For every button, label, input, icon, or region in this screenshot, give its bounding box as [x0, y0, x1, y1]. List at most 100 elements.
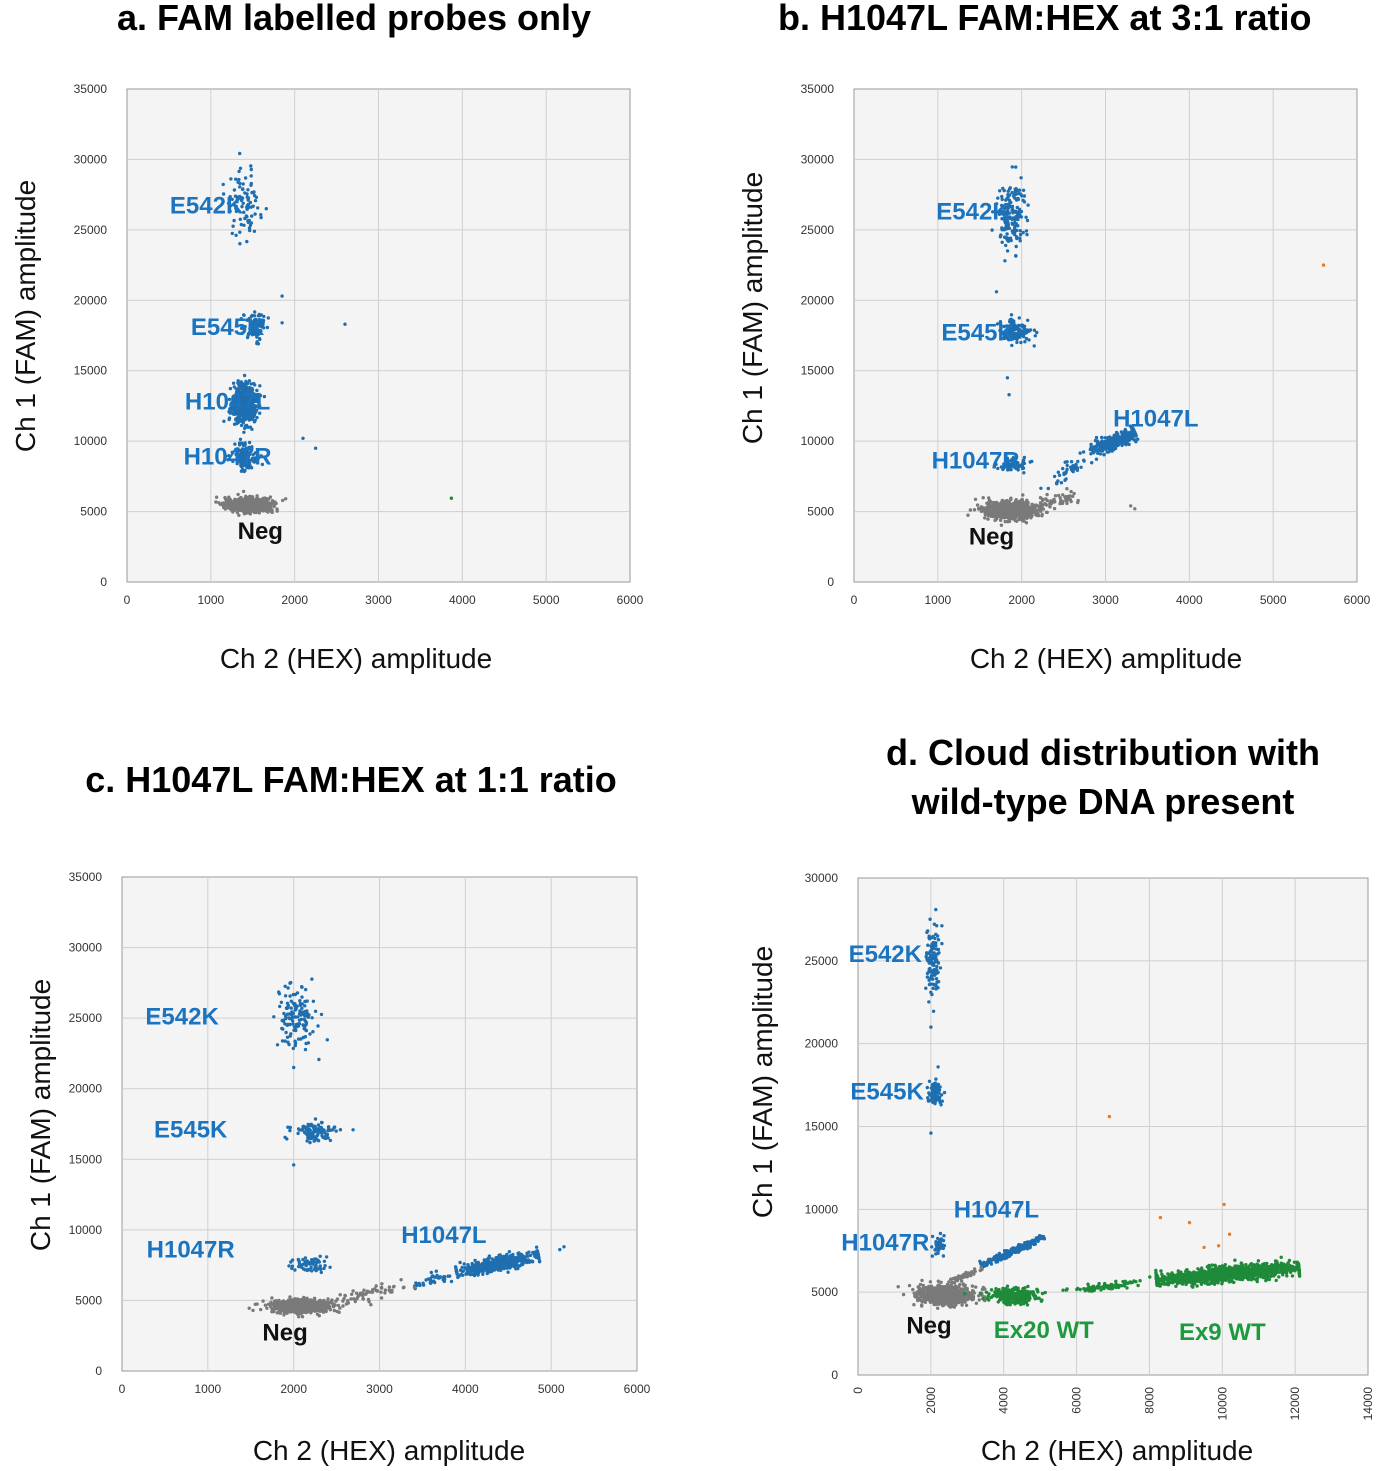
panel-b-xtick: 2000 — [1008, 593, 1035, 607]
panel-d-ytick: 15000 — [805, 1120, 839, 1134]
droplet-neg — [250, 496, 254, 501]
panel-c-cluster-label: H1047R — [147, 1236, 235, 1263]
panel-a-xtick: 6000 — [617, 593, 644, 607]
droplet-h1047l — [253, 418, 257, 423]
droplet-neg — [987, 496, 991, 500]
droplet-neg — [1040, 514, 1044, 518]
droplet-h1047l — [517, 1253, 522, 1258]
droplet-e545k — [1035, 330, 1039, 335]
droplet-neg — [298, 1310, 302, 1314]
panel-d-xtick: 12000 — [1288, 1387, 1302, 1421]
panel-d-xtick: 10000 — [1215, 1387, 1229, 1421]
droplet-h1047l-tail — [449, 1279, 454, 1284]
droplet-h1047l — [1105, 450, 1110, 454]
droplet-neg — [1045, 498, 1049, 503]
droplet-h1047r — [306, 1261, 310, 1266]
droplet-neg — [281, 1304, 285, 1309]
droplet-e542k — [241, 201, 245, 205]
droplet-e542k — [254, 195, 259, 199]
droplet-e542k — [288, 1022, 292, 1027]
droplet-h1047l — [1106, 435, 1110, 440]
panel-c-ytick: 35000 — [69, 870, 103, 884]
droplet-e542k — [1007, 187, 1012, 191]
droplet-neg-tail — [361, 1293, 365, 1297]
droplet-e542k — [291, 1022, 295, 1026]
droplet-e542k — [1024, 215, 1028, 219]
droplet-neg — [236, 492, 240, 497]
droplet-h1047l-tail — [1061, 466, 1065, 471]
droplet-neg — [1032, 508, 1036, 512]
droplet-e542k — [298, 999, 302, 1003]
droplet-neg — [255, 505, 260, 510]
droplet-e542k — [237, 177, 241, 182]
droplet-h1047l-tail — [1091, 450, 1095, 454]
droplet-h1047l — [1100, 449, 1104, 453]
droplet-h1047l-tail — [1088, 447, 1093, 452]
droplet-neg — [223, 495, 227, 500]
panel-d-xtick: 2000 — [924, 1387, 938, 1414]
droplet-h1047l — [222, 419, 226, 423]
droplet-neg — [262, 505, 267, 509]
droplet-e545k — [334, 1129, 338, 1133]
panel-b-x-axis-label: Ch 2 (HEX) amplitude — [970, 643, 1242, 674]
droplet-neg — [997, 513, 1001, 517]
droplet-e542k — [238, 151, 242, 156]
droplet-neg — [1032, 505, 1036, 509]
droplet-neg — [326, 1297, 330, 1301]
droplet-h1047l — [505, 1263, 509, 1267]
droplet-neg — [271, 1302, 276, 1306]
droplet-neg — [241, 489, 246, 494]
panel-b-ytick: 25000 — [801, 223, 835, 237]
droplet-h1047l — [1134, 440, 1138, 444]
droplet-neg — [222, 501, 226, 505]
droplet-neg-tail — [1048, 505, 1052, 509]
panel-c-ytick: 0 — [95, 1364, 102, 1378]
droplet-neg — [218, 502, 222, 507]
droplet-h1047r — [1021, 461, 1025, 465]
droplet-e545k — [297, 1128, 301, 1132]
droplet-h1047l — [490, 1257, 494, 1261]
panel-b-xtick: 6000 — [1344, 593, 1371, 607]
droplet-h1047l-tail — [1063, 478, 1067, 482]
droplet-e542k — [237, 169, 241, 174]
droplet-neg — [972, 508, 977, 512]
droplet-h1047l-tail — [421, 1283, 426, 1287]
droplet-neg — [309, 1309, 314, 1314]
droplet-e545k — [313, 1117, 318, 1121]
droplet-neg — [991, 513, 996, 518]
droplet-e545k — [303, 1131, 307, 1135]
droplet-neg — [1011, 514, 1015, 518]
droplet-h1047l — [537, 1259, 542, 1263]
droplet-e542k — [241, 182, 245, 186]
droplet-h1047l-tail — [429, 1281, 433, 1286]
panel-a-xtick: 4000 — [449, 593, 476, 607]
droplet-neg-tail — [338, 1293, 342, 1297]
droplet-e545k — [262, 326, 266, 330]
droplet-h1047l-tail — [1090, 461, 1094, 465]
panel-d-ytick: 25000 — [805, 954, 839, 968]
droplet-e542k — [298, 1009, 302, 1013]
droplet-h1047l — [520, 1262, 525, 1267]
droplet-e542k — [283, 1022, 287, 1026]
droplet-h1047l — [498, 1259, 503, 1263]
droplet-neg — [1040, 506, 1044, 510]
panel-a-xtick: 1000 — [197, 593, 224, 607]
droplet-e542k — [282, 1011, 286, 1016]
droplet-e542k — [1002, 227, 1006, 231]
droplet-outlier — [1005, 376, 1010, 380]
droplet-h1047l-tail — [1074, 462, 1078, 467]
droplet-neg — [1024, 521, 1029, 525]
droplet-e542k — [296, 1022, 300, 1026]
panel-c-ytick: 25000 — [69, 1011, 103, 1025]
droplet-e542k — [247, 218, 251, 223]
droplet-e545k — [254, 317, 258, 322]
panel-c-cluster-label: Neg — [262, 1320, 307, 1347]
droplet-e542k — [235, 200, 239, 204]
droplet-neg — [297, 1315, 301, 1319]
droplet-neg-tail — [1072, 491, 1076, 496]
droplet-e545k — [1022, 324, 1027, 328]
droplet-e542k — [1005, 249, 1010, 253]
droplet-neg — [253, 503, 257, 507]
droplet-h1047l — [1094, 457, 1099, 461]
